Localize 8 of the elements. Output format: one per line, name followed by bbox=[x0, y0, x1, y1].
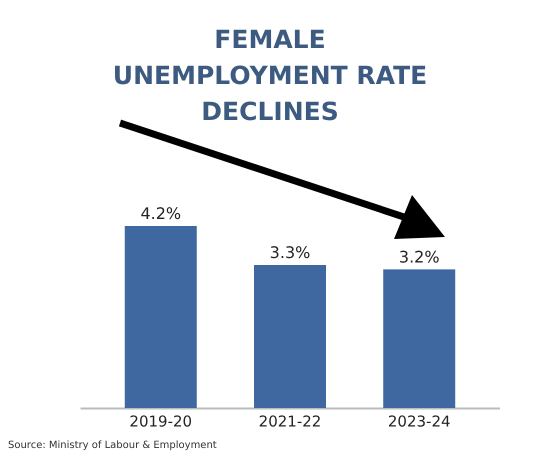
source-note: Source: Ministry of Labour & Employment bbox=[8, 440, 217, 451]
x-tick-label: 2023-24 bbox=[388, 412, 451, 430]
x-tick-label: 2019-20 bbox=[129, 412, 192, 430]
data-label: 3.2% bbox=[398, 247, 440, 266]
x-tick-label: 2021-22 bbox=[258, 412, 322, 430]
data-label: 3.3% bbox=[270, 243, 310, 262]
data-label: 4.2% bbox=[140, 204, 182, 223]
chart-title: FEMALE UNEMPLOYMENT RATE DECLINES bbox=[112, 24, 428, 128]
